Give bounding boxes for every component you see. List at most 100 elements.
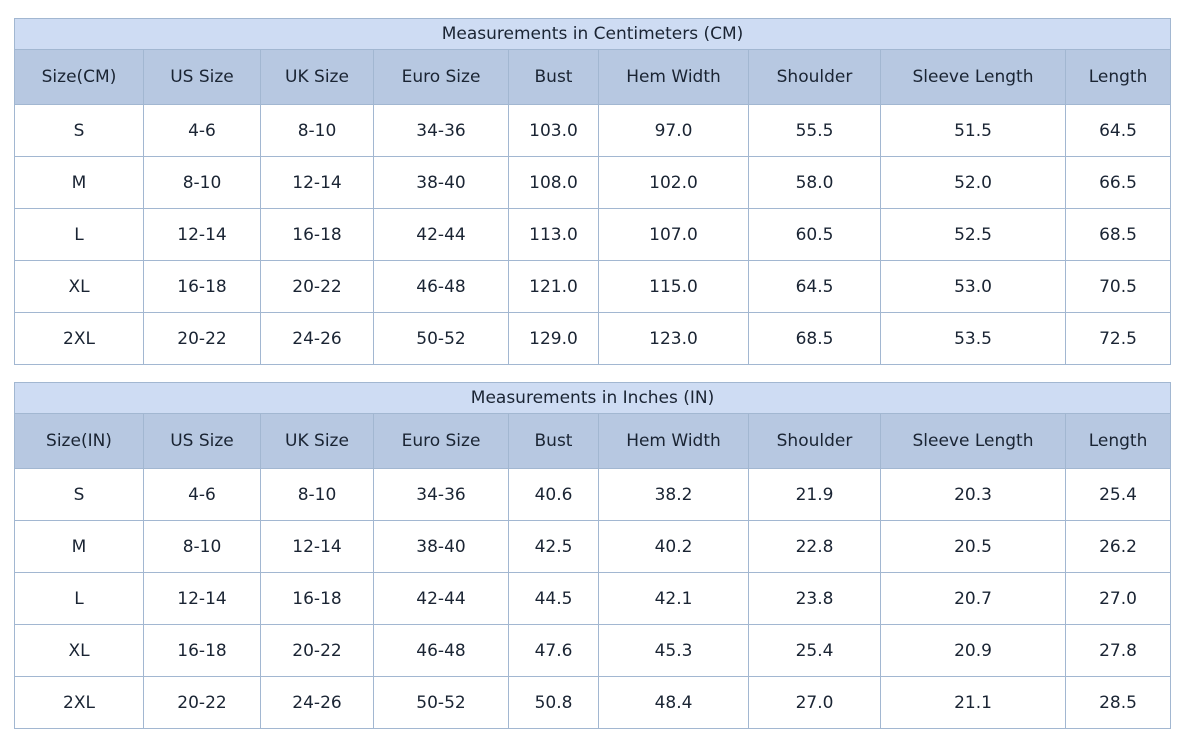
table-body-in: S 4-6 8-10 34-36 40.6 38.2 21.9 20.3 25.4 M 8-10 12… (14, 468, 1172, 729)
measurement-cell: 12-14 (143, 572, 261, 625)
column-header: Shoulder (748, 49, 881, 105)
size-label-cell: M (14, 520, 144, 573)
measurement-cell: 72.5 (1064, 312, 1172, 365)
table-row: S 4-6 8-10 34-36 40.6 38.2 21.9 20.3 25.4 (14, 468, 1172, 521)
measurement-cell: 20.3 (880, 468, 1066, 521)
measurement-cell: 22.8 (748, 520, 881, 573)
measurement-cell: 27.8 (1064, 624, 1172, 677)
measurement-cell: 20.5 (880, 520, 1066, 573)
measurement-cell: 38-40 (373, 520, 509, 573)
measurement-cell: 20.9 (880, 624, 1066, 677)
size-label-cell: 2XL (14, 676, 144, 729)
column-header: Shoulder (748, 413, 881, 469)
column-header: Euro Size (373, 413, 509, 469)
column-header-row-cm: Size(CM) US Size UK Size Euro Size Bust Hem W… (14, 49, 1172, 105)
measurement-cell: 46-48 (373, 260, 509, 313)
column-header: Length (1064, 413, 1172, 469)
table-row: L 12-14 16-18 42-44 44.5 42.1 23.8 20.7 27.0 (14, 572, 1172, 625)
measurement-cell: 103.0 (508, 104, 599, 157)
measurement-cell: 27.0 (748, 676, 881, 729)
size-label-cell: 2XL (14, 312, 144, 365)
measurement-cell: 27.0 (1064, 572, 1172, 625)
measurement-cell: 121.0 (508, 260, 599, 313)
column-header-row-in: Size(IN) US Size UK Size Euro Size Bust Hem W… (14, 413, 1172, 469)
measurement-cell: 102.0 (598, 156, 749, 209)
table-row: M 8-10 12-14 38-40 42.5 40.2 22.8 20.5 26.2 (14, 520, 1172, 573)
size-label-cell: L (14, 572, 144, 625)
measurement-cell: 8-10 (260, 468, 374, 521)
measurement-cell: 21.1 (880, 676, 1066, 729)
column-header: Bust (508, 49, 599, 105)
measurement-cell: 38.2 (598, 468, 749, 521)
table-row: L 12-14 16-18 42-44 113.0 107.0 60.5 52.5 68.5 (14, 208, 1172, 261)
measurement-cell: 21.9 (748, 468, 881, 521)
size-label-cell: XL (14, 260, 144, 313)
measurement-cell: 16-18 (260, 572, 374, 625)
column-header: Hem Width (598, 413, 749, 469)
measurement-cell: 52.5 (880, 208, 1066, 261)
table-row: M 8-10 12-14 38-40 108.0 102.0 58.0 52.0 66.5 (14, 156, 1172, 209)
measurement-cell: 108.0 (508, 156, 599, 209)
column-header: Sleeve Length (880, 413, 1066, 469)
measurement-cell: 129.0 (508, 312, 599, 365)
column-header: Hem Width (598, 49, 749, 105)
measurement-cell: 20.7 (880, 572, 1066, 625)
measurement-cell: 25.4 (1064, 468, 1172, 521)
measurement-cell: 23.8 (748, 572, 881, 625)
column-header: US Size (143, 49, 261, 105)
measurement-cell: 28.5 (1064, 676, 1172, 729)
measurement-cell: 40.2 (598, 520, 749, 573)
size-label-cell: S (14, 104, 144, 157)
column-header: Length (1064, 49, 1172, 105)
table-row: XL 16-18 20-22 46-48 47.6 45.3 25.4 20.9 27.8 (14, 624, 1172, 677)
measurement-cell: 12-14 (260, 156, 374, 209)
measurement-cell: 58.0 (748, 156, 881, 209)
measurement-cell: 34-36 (373, 468, 509, 521)
measurement-cell: 42-44 (373, 572, 509, 625)
size-label-cell: S (14, 468, 144, 521)
measurement-cell: 38-40 (373, 156, 509, 209)
measurement-cell: 42.1 (598, 572, 749, 625)
table-title-row-cm: Measurements in Centimeters (CM) (13, 18, 1172, 50)
size-table-cm: Measurements in Centimeters (CM) Size(CM… (13, 18, 1172, 365)
measurement-cell: 26.2 (1064, 520, 1172, 573)
measurement-cell: 24-26 (260, 676, 374, 729)
measurement-cell: 8-10 (143, 520, 261, 573)
measurement-cell: 48.4 (598, 676, 749, 729)
measurement-cell: 16-18 (143, 624, 261, 677)
measurement-cell: 53.5 (880, 312, 1066, 365)
measurement-cell: 12-14 (143, 208, 261, 261)
column-header: UK Size (260, 413, 374, 469)
measurement-cell: 64.5 (1064, 104, 1172, 157)
size-label-cell: XL (14, 624, 144, 677)
measurement-cell: 50.8 (508, 676, 599, 729)
measurement-cell: 53.0 (880, 260, 1066, 313)
measurement-cell: 16-18 (143, 260, 261, 313)
measurement-cell: 20-22 (143, 676, 261, 729)
measurement-cell: 50-52 (373, 312, 509, 365)
column-header: Bust (508, 413, 599, 469)
measurement-cell: 8-10 (260, 104, 374, 157)
measurement-cell: 42.5 (508, 520, 599, 573)
measurement-cell: 68.5 (748, 312, 881, 365)
table-row: 2XL 20-22 24-26 50-52 129.0 123.0 68.5 53.5 72.5 (14, 312, 1172, 365)
measurement-cell: 64.5 (748, 260, 881, 313)
table-title-in: Measurements in Inches (IN) (13, 382, 1172, 414)
measurement-cell: 8-10 (143, 156, 261, 209)
measurement-cell: 20-22 (143, 312, 261, 365)
measurement-cell: 4-6 (143, 104, 261, 157)
column-header: Sleeve Length (880, 49, 1066, 105)
measurement-cell: 60.5 (748, 208, 881, 261)
measurement-cell: 16-18 (260, 208, 374, 261)
measurement-cell: 12-14 (260, 520, 374, 573)
size-label-cell: M (14, 156, 144, 209)
column-header: Size(CM) (14, 49, 144, 105)
measurement-cell: 115.0 (598, 260, 749, 313)
measurement-cell: 50-52 (373, 676, 509, 729)
measurement-cell: 45.3 (598, 624, 749, 677)
measurement-cell: 24-26 (260, 312, 374, 365)
table-title-row-in: Measurements in Inches (IN) (13, 382, 1172, 414)
measurement-cell: 25.4 (748, 624, 881, 677)
measurement-cell: 47.6 (508, 624, 599, 677)
